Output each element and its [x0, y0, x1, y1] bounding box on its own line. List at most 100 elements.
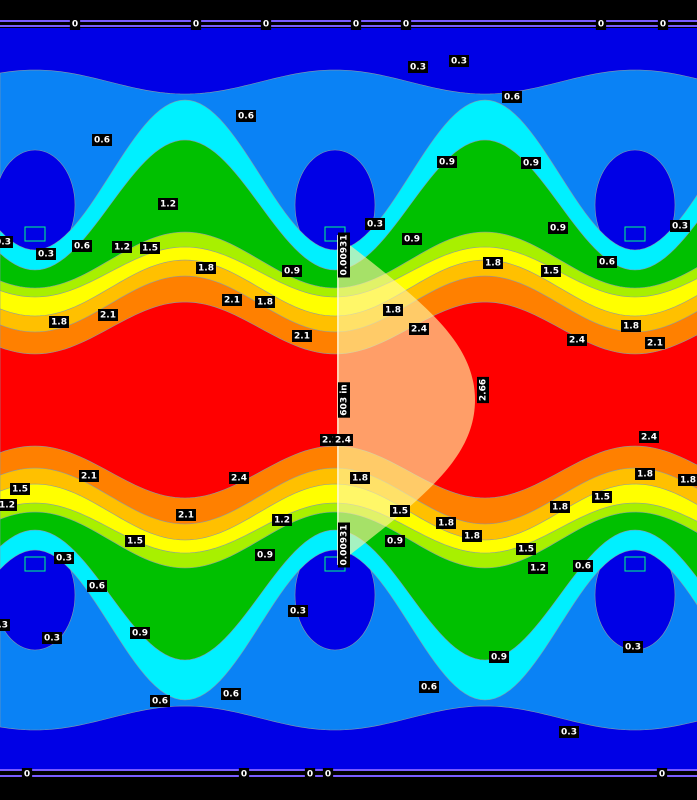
label: 2.4	[333, 434, 353, 446]
label: 0.3	[36, 248, 56, 260]
label: 1.8	[49, 316, 69, 328]
label: 0.9	[489, 651, 509, 663]
label: 0.9	[282, 265, 302, 277]
label-text: 1.5	[392, 507, 408, 517]
label-text: 0.6	[599, 258, 615, 268]
label: 0.6	[92, 134, 112, 146]
label-text: 1.2	[530, 564, 546, 574]
label: 0	[322, 768, 334, 780]
label-box	[567, 334, 587, 346]
label-text: 0.6	[152, 697, 168, 707]
label-text: 1.8	[438, 519, 454, 529]
label-text: 0.6	[575, 562, 591, 572]
label-box	[98, 309, 118, 321]
label: 2.4	[639, 431, 659, 443]
probe	[24, 226, 46, 242]
label-text: 0.3	[38, 250, 54, 260]
label-text: 603 in	[340, 384, 350, 415]
label-box	[483, 257, 503, 269]
label: 1.5	[125, 535, 145, 547]
label-box	[150, 695, 170, 707]
label-box	[541, 265, 561, 277]
label-text: 0	[24, 770, 30, 780]
label-text: 0.6	[504, 93, 520, 103]
label-box	[255, 296, 275, 308]
label-box	[72, 240, 92, 252]
label-box	[130, 627, 150, 639]
label: 0.3	[559, 726, 579, 738]
label-text: 0.9	[404, 235, 420, 245]
label-box	[550, 501, 570, 513]
label: 1.2	[158, 198, 178, 210]
label-box	[402, 233, 422, 245]
label: 1.2	[272, 514, 292, 526]
label-text: 0	[325, 770, 331, 780]
label-box	[436, 517, 456, 529]
label: 0.3	[449, 55, 469, 67]
label: 1.5	[541, 265, 561, 277]
label: 1.2	[0, 499, 17, 511]
label-box	[42, 632, 62, 644]
label-text: 1.8	[352, 474, 368, 484]
label-text: 1.2	[274, 516, 290, 526]
label: 603 in	[338, 382, 350, 418]
velocity-profile	[337, 235, 475, 565]
label-box	[390, 505, 410, 517]
label: 0.3	[54, 552, 74, 564]
label: 0.9	[385, 535, 405, 547]
label-box	[678, 474, 697, 486]
label: 1.8	[196, 262, 216, 274]
label: 1.2	[112, 241, 132, 253]
label-box	[196, 262, 216, 274]
label-box	[595, 18, 607, 30]
label-text: 2.1	[224, 296, 240, 306]
label-text: 1.5	[127, 537, 143, 547]
label-box	[190, 18, 202, 30]
label-text: 0.9	[284, 267, 300, 277]
label-text: 0.9	[387, 537, 403, 547]
label-text: 0	[660, 20, 666, 30]
label: 0	[21, 768, 33, 780]
label-text: 0.6	[94, 136, 110, 146]
label: 1.2	[528, 562, 548, 574]
label-text: 0	[598, 20, 604, 30]
label-box	[559, 726, 579, 738]
label-box	[338, 232, 350, 278]
label-text: 0	[72, 20, 78, 30]
label-box	[21, 768, 33, 780]
label-box	[521, 157, 541, 169]
label-text: 2.1	[647, 339, 663, 349]
label: 0.6	[221, 688, 241, 700]
label: 1.5	[390, 505, 410, 517]
label-box	[125, 535, 145, 547]
label-text: 0.6	[223, 690, 239, 700]
label: 0	[595, 18, 607, 30]
label-text: 0.6	[89, 582, 105, 592]
label-box	[623, 641, 643, 653]
label-text: 0.9	[550, 224, 566, 234]
label: 1.8	[255, 296, 275, 308]
label-text: 1.2	[0, 501, 15, 511]
label: 0	[657, 18, 669, 30]
label: 0.3	[365, 218, 385, 230]
label: 1.5	[516, 543, 536, 555]
label-text: 1.8	[385, 306, 401, 316]
label-box	[221, 688, 241, 700]
label-text: 0.3	[625, 643, 641, 653]
label-text: 0.6	[421, 683, 437, 693]
label: 1.5	[10, 483, 30, 495]
label-box	[292, 330, 312, 342]
label-text: 2.4	[231, 474, 247, 484]
label-text: 2.4	[641, 433, 657, 443]
label-box	[383, 304, 403, 316]
label-box	[0, 619, 10, 631]
label-text: 0.3	[44, 634, 60, 644]
label-box	[338, 382, 350, 418]
label-text: 1.8	[637, 470, 653, 480]
label-box	[597, 256, 617, 268]
label-box	[400, 18, 412, 30]
label-text: 2.1	[100, 311, 116, 321]
label: 2.1	[79, 470, 99, 482]
label-box	[502, 91, 522, 103]
